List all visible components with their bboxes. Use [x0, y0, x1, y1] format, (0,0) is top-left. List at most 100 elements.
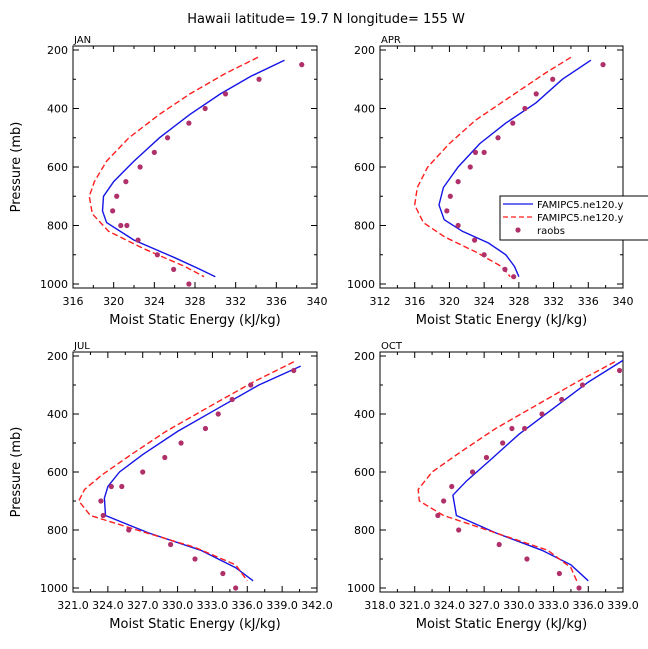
raobs-point	[154, 252, 160, 258]
x-tick-label: 336.0	[232, 599, 264, 612]
raobs-point	[579, 382, 586, 388]
legend-label: FAMIPC5.ne120.y	[537, 200, 624, 211]
x-axis-label: Moist Static Energy (kJ/kg)	[416, 313, 587, 328]
data-layer	[413, 56, 606, 280]
x-tick-label: 340	[613, 295, 634, 308]
y-tick-label: 400	[354, 103, 375, 116]
raobs-point	[248, 382, 254, 388]
y-tick-label: 800	[354, 220, 375, 233]
raobs-point	[186, 120, 192, 126]
figure-title: Hawaii latitude= 19.7 N longitude= 155 W	[187, 12, 465, 27]
raobs-point	[616, 367, 623, 374]
x-tick-label: 332	[225, 295, 246, 308]
raobs-point	[98, 498, 104, 504]
raobs-point	[233, 585, 239, 591]
raobs-point	[110, 208, 116, 214]
raobs-point	[215, 411, 221, 417]
raobs-point	[496, 541, 502, 548]
x-tick-label: 333.0	[538, 599, 570, 612]
raobs-point	[186, 281, 192, 287]
x-tick-label: 324	[144, 295, 165, 308]
raobs-point	[456, 527, 462, 533]
x-tick-label: 336	[266, 295, 287, 308]
x-tick-label: 327.0	[127, 599, 159, 612]
x-tick-label: 328	[508, 295, 529, 308]
raobs-point	[151, 149, 157, 155]
raobs-point	[600, 62, 606, 68]
x-tick-label: 336	[578, 295, 599, 308]
raobs-point	[483, 454, 490, 461]
plot-frame	[72, 45, 318, 289]
famipc5-solid-line	[438, 59, 592, 277]
raobs-point	[118, 222, 124, 229]
y-tick-label: 200	[47, 44, 68, 57]
plot-frame	[72, 351, 318, 593]
raobs-point	[524, 556, 530, 562]
x-axis-label: Moist Static Energy (kJ/kg)	[416, 617, 587, 632]
y-tick-label: 600	[354, 466, 375, 479]
raobs-point	[202, 105, 208, 112]
famipc5-dashed-line	[417, 361, 616, 582]
raobs-point	[140, 469, 146, 475]
raobs-point	[137, 164, 143, 170]
x-tick-label: 340	[307, 295, 328, 308]
raobs-point	[472, 149, 479, 155]
x-axis-label: Moist Static Energy (kJ/kg)	[109, 313, 280, 328]
y-tick-label: 400	[47, 408, 68, 421]
legend: FAMIPC5.ne120.y FAMIPC5.ne120.y raobs	[499, 195, 648, 241]
y-tick-label: 600	[47, 161, 68, 174]
y-tick-label: 1000	[40, 582, 68, 595]
raobs-point	[455, 222, 461, 229]
panel-title: OCT	[381, 341, 403, 352]
y-tick-label: 1000	[40, 278, 68, 291]
raobs-point	[481, 149, 487, 155]
raobs-point	[522, 425, 528, 432]
y-tick-label: 200	[47, 350, 68, 363]
x-tick-label: 327.0	[468, 599, 500, 612]
y-tick-label: 600	[47, 466, 68, 479]
x-tick-label: 321.0	[57, 599, 89, 612]
raobs-point	[192, 556, 198, 562]
x-tick-label: 339.0	[607, 599, 639, 612]
y-tick-label: 800	[47, 220, 68, 233]
x-tick-label: 324.0	[92, 599, 124, 612]
raobs-point	[119, 483, 125, 490]
raobs-point	[164, 135, 171, 141]
x-tick-label: 330.0	[503, 599, 535, 612]
x-tick-label: 339.0	[266, 599, 298, 612]
raobs-point	[576, 585, 582, 591]
raobs-point	[135, 237, 141, 243]
y-tick-label: 400	[47, 103, 68, 116]
y-axis-label: Pressure (mb)	[9, 122, 24, 213]
famipc5-dashed-line	[413, 56, 572, 278]
x-tick-label: 312	[370, 295, 391, 308]
x-tick-label: 324	[474, 295, 495, 308]
raobs-point	[510, 120, 516, 126]
x-tick-label: 321.0	[399, 599, 431, 612]
x-tick-label: 342.0	[301, 599, 333, 612]
raobs-point	[229, 396, 235, 403]
raobs-point	[502, 266, 508, 272]
raobs-point	[511, 274, 517, 280]
legend-label: FAMIPC5.ne120.y	[537, 213, 624, 224]
y-tick-label: 600	[354, 161, 375, 174]
x-tick-label: 330.0	[162, 599, 194, 612]
raobs-point	[168, 541, 174, 548]
raobs-point	[162, 454, 168, 461]
y-tick-label: 1000	[347, 582, 375, 595]
raobs-point	[556, 570, 562, 577]
raobs-point	[469, 469, 476, 475]
data-layer	[77, 361, 301, 591]
legend-label: raobs	[537, 226, 565, 237]
raobs-point	[495, 135, 501, 141]
raobs-point	[108, 483, 114, 490]
raobs-point	[100, 512, 106, 519]
raobs-point	[449, 483, 455, 490]
raobs-point	[178, 440, 184, 446]
legend-symbol-raobs	[515, 227, 521, 233]
raobs-point	[299, 62, 305, 68]
y-tick-label: 1000	[347, 278, 375, 291]
raobs-point	[500, 440, 506, 446]
